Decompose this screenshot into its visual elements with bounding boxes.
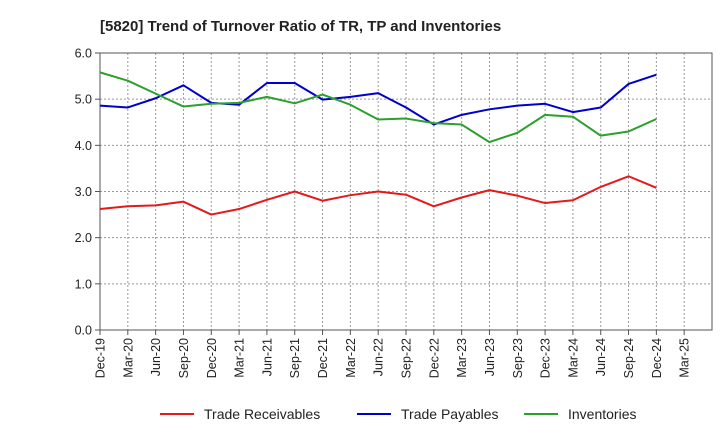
chart-title: [5820] Trend of Turnover Ratio of TR, TP… — [100, 18, 501, 35]
x-tick-label: Dec-24 — [650, 338, 664, 378]
x-tick-label: Jun-20 — [149, 338, 163, 376]
series-lines — [99, 71, 657, 216]
y-tick-label: 0.0 — [75, 324, 92, 338]
x-tick-label: Dec-23 — [539, 338, 553, 378]
y-tick-label: 2.0 — [75, 231, 92, 245]
x-tick-label: Sep-23 — [511, 338, 525, 378]
x-tick-label: Mar-21 — [233, 338, 247, 378]
x-tick-label: Jun-24 — [594, 338, 608, 376]
x-tick-label: Dec-21 — [316, 338, 330, 378]
series-line-trade-receivables — [99, 175, 657, 216]
series-line-trade-payables — [99, 73, 657, 126]
x-tick-label: Sep-20 — [177, 338, 191, 378]
x-tick-label: Jun-23 — [483, 338, 497, 376]
x-tick-label: Dec-20 — [205, 338, 219, 378]
legend-label-trade-payables: Trade Payables — [401, 406, 499, 422]
y-tick-label: 3.0 — [75, 185, 92, 199]
y-tick-label: 4.0 — [75, 139, 92, 153]
x-tick-label: Sep-24 — [622, 338, 636, 378]
legend-label-trade-receivables: Trade Receivables — [204, 406, 320, 422]
grid — [100, 53, 712, 330]
x-tick-label: Jun-21 — [260, 338, 274, 376]
x-tick-label: Mar-23 — [455, 338, 469, 378]
legend-label-inventories: Inventories — [568, 406, 636, 422]
x-tick-label: Dec-19 — [94, 338, 108, 378]
x-tick-label: Dec-22 — [427, 338, 441, 378]
x-tick-label: Mar-22 — [344, 338, 358, 378]
x-tick-label: Mar-25 — [678, 338, 692, 378]
x-tick-label: Sep-21 — [288, 338, 302, 378]
x-tick-label: Mar-20 — [121, 338, 135, 378]
y-tick-label: 5.0 — [75, 93, 92, 107]
y-tick-label: 6.0 — [75, 47, 92, 61]
series-line-inventories — [99, 71, 657, 144]
x-tick-label: Mar-24 — [566, 338, 580, 378]
legend: Trade Receivables Trade Payables Inventori… — [160, 406, 636, 422]
x-tick-label: Sep-22 — [400, 338, 414, 378]
y-tick-label: 1.0 — [75, 277, 92, 291]
x-tick-label: Jun-22 — [372, 338, 386, 376]
y-axis: 0.0 1.0 2.0 3.0 4.0 5.0 6.0 — [75, 47, 100, 338]
x-axis: Dec-19 Mar-20 Jun-20 Sep-20 Dec-20 Mar-21 Jun-… — [94, 330, 692, 378]
